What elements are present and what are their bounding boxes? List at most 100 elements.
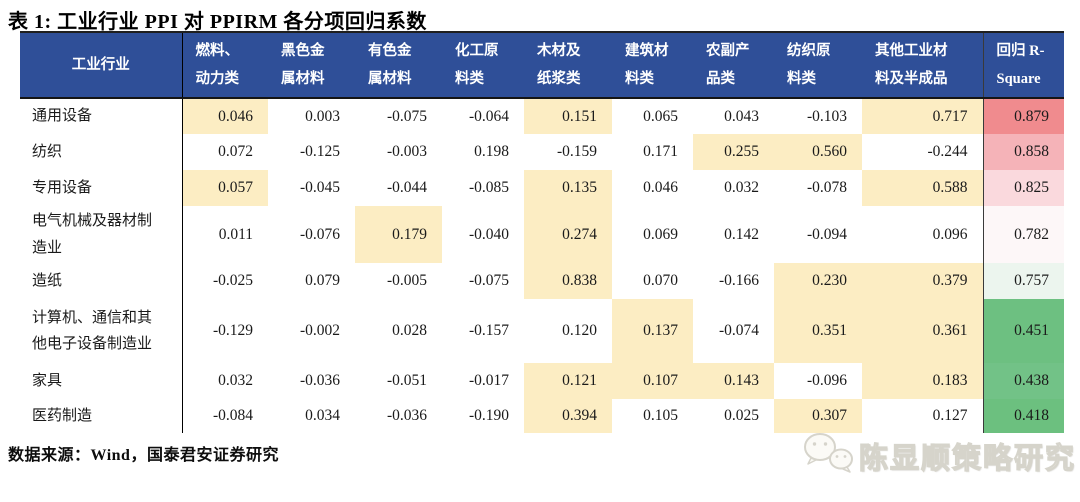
coefficient-cell: -0.005 xyxy=(386,272,427,289)
coefficient-cell: -0.244 xyxy=(927,143,968,160)
coefficient-cell: 0.120 xyxy=(562,322,597,339)
column-header-industry: 工业行业 xyxy=(20,32,183,99)
industry-cell: 纺织 xyxy=(20,134,183,170)
coefficient-cell: -0.025 xyxy=(212,272,253,289)
coefficient-cell: 0.717 xyxy=(862,98,983,134)
coefficient-cell: 0.025 xyxy=(724,407,759,424)
coefficient-cell: -0.075 xyxy=(468,272,509,289)
coefficient-cell: -0.002 xyxy=(299,322,340,339)
data-source-note: 数据来源：Wind，国泰君安证券研究 xyxy=(8,447,279,464)
coefficient-cell: 0.151 xyxy=(524,98,612,134)
industry-cell: 通用设备 xyxy=(20,98,183,134)
r2-cell: 0.782 xyxy=(982,206,1064,263)
coefficient-cell: -0.125 xyxy=(299,143,340,160)
header-row: 工业行业 燃料、 动力类 黑色金 属材料 有色金 属材料 化工原 料类 木材及 纸浆类 建筑材 料类 农副… xyxy=(20,32,1064,99)
coefficient-cell: -0.017 xyxy=(468,372,509,389)
column-header-line: 品类 xyxy=(706,71,735,87)
coefficient-cell: -0.044 xyxy=(386,179,427,196)
coefficient-cell: -0.159 xyxy=(556,143,597,160)
r2-cell: 0.418 xyxy=(982,399,1064,433)
r2-cell: 0.451 xyxy=(982,299,1064,363)
coefficient-cell: 0.070 xyxy=(643,272,678,289)
column-header: 有色金 属材料 xyxy=(355,32,442,99)
column-header-line: 其他工业材 xyxy=(875,42,948,59)
r2-cell: 0.825 xyxy=(982,170,1064,206)
coefficient-cell: -0.103 xyxy=(806,107,847,125)
coefficient-cell: 0.588 xyxy=(862,170,983,206)
column-header-line: 回归 R- xyxy=(996,42,1045,59)
table-row: 计算机、通信和其他电子设备制造业 -0.129 -0.002 0.028 -0.157 0… xyxy=(20,299,1064,363)
table-row: 纺织 0.072 -0.125 -0.003 0.198 -0.159 0.171 0.255… xyxy=(20,134,1064,170)
coefficient-cell: -0.094 xyxy=(806,225,847,243)
coefficient-cell: -0.051 xyxy=(386,372,427,389)
coefficient-cell: 0.361 xyxy=(862,299,983,363)
coefficient-cell: 0.028 xyxy=(392,322,427,339)
coefficient-cell: -0.190 xyxy=(468,407,509,424)
r2-cell: 0.879 xyxy=(982,98,1064,134)
coefficient-cell: -0.064 xyxy=(468,107,509,125)
coefficient-cell: -0.085 xyxy=(468,179,509,196)
coefficient-cell: 0.179 xyxy=(355,206,442,263)
coefficient-cell: 0.057 xyxy=(182,170,268,206)
coefficient-cell: 0.107 xyxy=(612,363,693,399)
coefficient-cell: 0.171 xyxy=(643,143,678,160)
coefficient-cell: 0.046 xyxy=(643,179,678,196)
coefficient-cell: 0.011 xyxy=(218,225,253,243)
column-header-line: 化工原 xyxy=(455,42,499,59)
table-header: 工业行业 燃料、 动力类 黑色金 属材料 有色金 属材料 化工原 料类 木材及 纸浆类 建筑材 料类 农副… xyxy=(20,32,1064,99)
coefficient-cell: 0.255 xyxy=(693,134,774,170)
coefficient-cell: -0.076 xyxy=(299,225,340,243)
r2-cell: 0.858 xyxy=(982,134,1064,170)
column-header-line: 属材料 xyxy=(368,71,412,87)
coefficient-cell: 0.351 xyxy=(774,299,862,363)
coefficient-cell: 0.142 xyxy=(724,225,759,243)
coefficient-cell: -0.096 xyxy=(806,372,847,389)
wechat-icon xyxy=(801,430,855,481)
column-header-line: 木材及 xyxy=(537,42,581,59)
column-header-line: 农副产 xyxy=(706,42,750,59)
coefficient-cell: 0.072 xyxy=(218,143,253,160)
coefficient-cell: -0.129 xyxy=(212,322,253,339)
coefficient-cell: -0.036 xyxy=(299,372,340,389)
coefficient-cell: 0.394 xyxy=(524,399,612,433)
column-header-line: 燃料、 xyxy=(195,42,240,59)
coefficient-cell: 0.307 xyxy=(774,399,862,433)
coefficient-cell: 0.096 xyxy=(932,225,968,243)
table-row: 医药制造 -0.084 0.034 -0.036 -0.190 0.394 0.105 0.0… xyxy=(20,399,1064,433)
table-body: 通用设备 0.046 0.003 -0.075 -0.064 0.151 0.065 0.04… xyxy=(20,98,1064,433)
coefficient-cell: -0.084 xyxy=(212,407,253,424)
column-header-line: 动力类 xyxy=(195,71,240,87)
coefficient-cell: 0.121 xyxy=(524,363,612,399)
column-header-line: 纸浆类 xyxy=(537,71,581,87)
column-header-line: 有色金 xyxy=(368,42,412,59)
coefficient-cell: 0.143 xyxy=(693,363,774,399)
column-header-line: 料类 xyxy=(787,71,816,87)
coefficient-cell: 0.560 xyxy=(774,134,862,170)
coefficient-cell: -0.045 xyxy=(299,179,340,196)
industry-cell: 专用设备 xyxy=(20,170,183,206)
coefficient-cell: 0.379 xyxy=(862,263,983,299)
column-header-line: 料类 xyxy=(455,71,484,87)
coefficient-cell: 0.274 xyxy=(524,206,612,263)
coefficient-cell: 0.003 xyxy=(305,107,340,125)
column-header: 建筑材 料类 xyxy=(612,32,693,99)
coefficient-cell: 0.069 xyxy=(643,225,678,243)
coefficient-cell: 0.043 xyxy=(724,107,759,125)
coefficient-cell: 0.034 xyxy=(305,407,340,424)
column-header: 农副产 品类 xyxy=(693,32,774,99)
coefficient-cell: -0.040 xyxy=(468,225,509,243)
industry-cell: 医药制造 xyxy=(20,399,183,433)
column-header-line: 料及半成品 xyxy=(875,71,948,87)
column-header-line: 黑色金 xyxy=(281,42,325,59)
coefficient-cell: 0.127 xyxy=(932,407,968,424)
r2-cell: 0.438 xyxy=(982,363,1064,399)
r2-cell: 0.757 xyxy=(982,263,1064,299)
column-header: 木材及 纸浆类 xyxy=(524,32,612,99)
coefficient-cell: 0.838 xyxy=(524,263,612,299)
column-header-line: 属材料 xyxy=(281,71,325,87)
coefficient-cell: -0.074 xyxy=(718,322,759,339)
coefficient-cell: 0.137 xyxy=(612,299,693,363)
column-header: 黑色金 属材料 xyxy=(268,32,355,99)
coefficient-cell: 0.079 xyxy=(305,272,340,289)
coefficient-cell: 0.046 xyxy=(182,98,268,134)
